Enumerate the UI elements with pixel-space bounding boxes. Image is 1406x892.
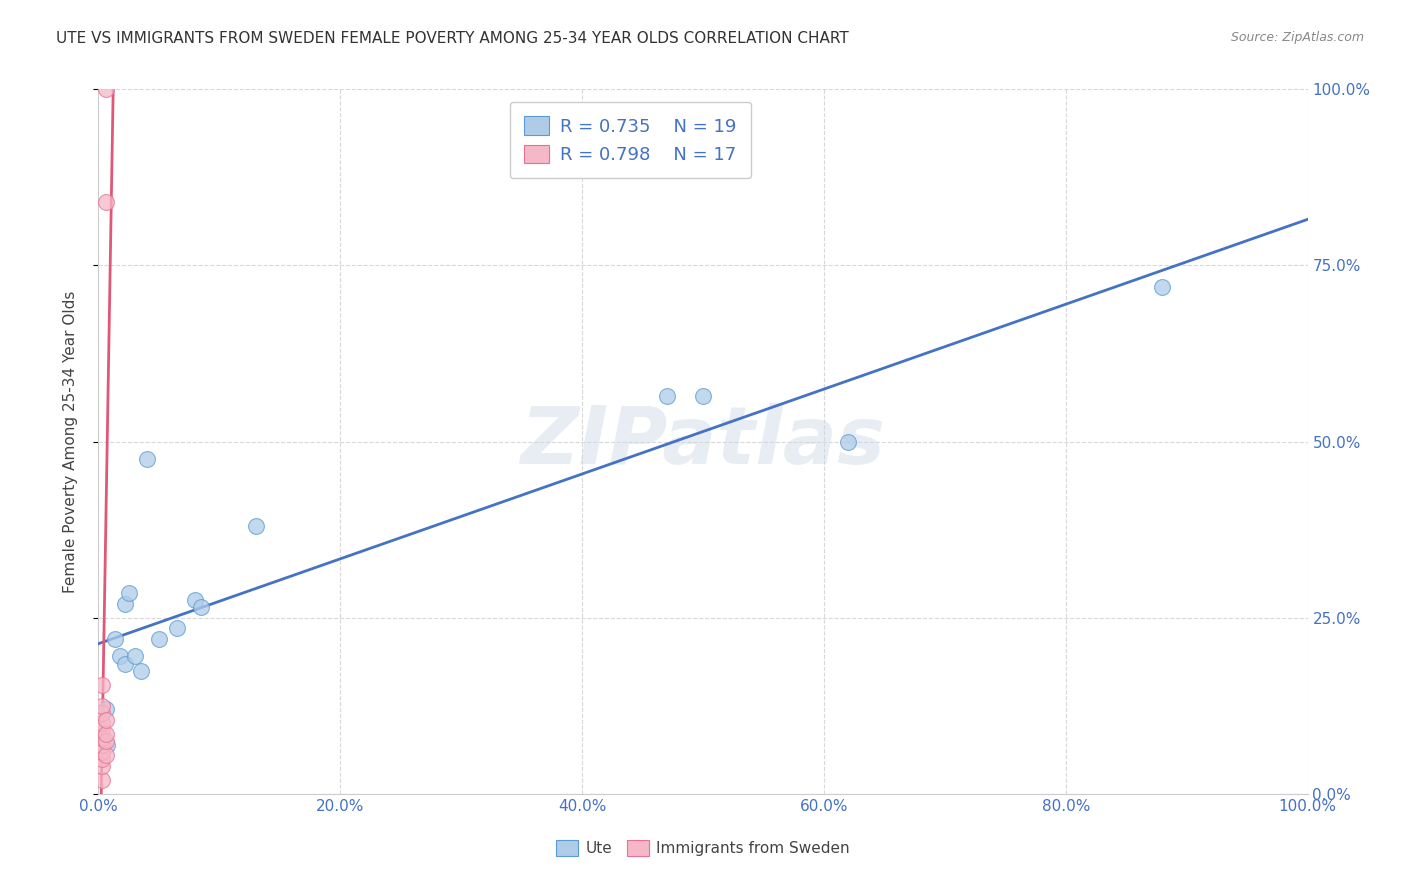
Point: [91, 751, 114, 765]
Point: [692, 389, 714, 403]
Text: Source: ZipAtlas.com: Source: ZipAtlas.com: [1230, 31, 1364, 45]
Point: [166, 621, 188, 635]
Point: [94, 702, 117, 716]
Point: [1152, 279, 1174, 293]
Point: [94, 748, 117, 763]
Point: [91, 706, 114, 720]
Point: [96, 194, 118, 209]
Point: [104, 632, 127, 646]
Point: [655, 389, 678, 403]
Point: [94, 727, 117, 741]
Point: [135, 452, 157, 467]
Point: [91, 698, 114, 713]
Point: [96, 738, 118, 752]
Point: [94, 713, 117, 727]
Point: [91, 731, 114, 745]
Point: [94, 734, 117, 748]
Point: [245, 519, 267, 533]
Point: [91, 772, 114, 787]
Point: [184, 593, 207, 607]
Text: UTE VS IMMIGRANTS FROM SWEDEN FEMALE POVERTY AMONG 25-34 YEAR OLDS CORRELATION C: UTE VS IMMIGRANTS FROM SWEDEN FEMALE POV…: [56, 31, 849, 46]
Point: [148, 632, 170, 646]
Point: [91, 738, 114, 752]
Point: [114, 657, 136, 671]
Point: [837, 434, 859, 449]
Point: [190, 600, 212, 615]
Point: [108, 649, 131, 664]
Point: [91, 716, 114, 731]
Point: [129, 664, 152, 678]
Text: ZIPatlas: ZIPatlas: [520, 402, 886, 481]
Point: [118, 586, 141, 600]
Point: [124, 649, 146, 664]
Point: [91, 678, 114, 692]
Legend: Ute, Immigrants from Sweden: Ute, Immigrants from Sweden: [548, 832, 858, 863]
Y-axis label: Female Poverty Among 25-34 Year Olds: Female Poverty Among 25-34 Year Olds: [63, 291, 77, 592]
Point: [91, 758, 114, 772]
Point: [91, 723, 114, 738]
Point: [91, 745, 114, 759]
Point: [114, 597, 136, 611]
Point: [96, 82, 118, 96]
